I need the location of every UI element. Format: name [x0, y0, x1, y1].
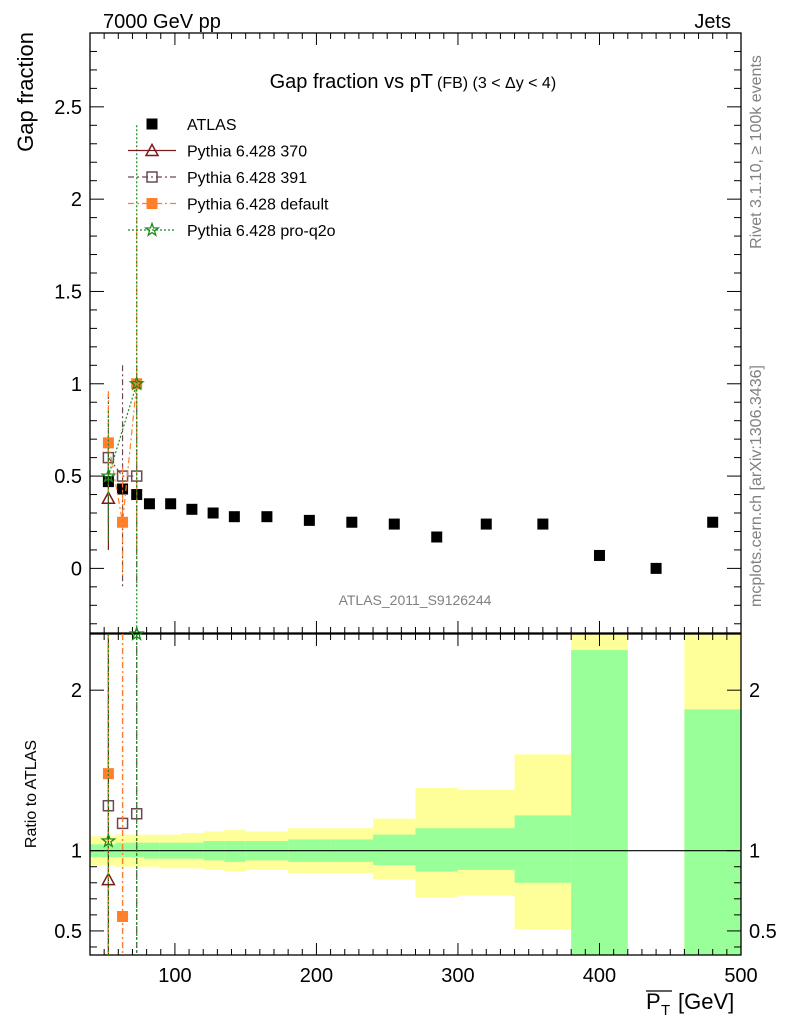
legend-marker: [144, 142, 160, 157]
header-right: Jets: [694, 11, 731, 33]
data-point: [117, 483, 129, 495]
header-left: 7000 GeV pp: [103, 11, 221, 33]
y-tick-label: 2: [71, 189, 82, 211]
ratio-y-tick-label: 2: [71, 680, 82, 702]
main-title: Gap fraction vs pT: [270, 71, 433, 93]
band-inner: [224, 841, 246, 862]
band-inner: [457, 828, 515, 870]
watermark: ATLAS_2011_S9126244: [339, 592, 492, 608]
band-inner: [571, 650, 628, 955]
y-tick-label: 1: [71, 374, 82, 396]
legend-label: ATLAS: [187, 117, 237, 134]
data-point: [207, 507, 219, 519]
legend-label: Pythia 6.428 391: [187, 170, 307, 187]
data-point: [388, 518, 400, 530]
data-point: [186, 503, 198, 515]
data-point: [537, 518, 549, 530]
y-tick-label: 0: [71, 558, 82, 580]
xlabel-group: P T [GeV]: [646, 989, 734, 1019]
data-point: [431, 531, 443, 543]
main-title-extra: (FB) (3 < Δy < 4): [437, 75, 556, 92]
data-point: [101, 490, 116, 504]
plot-layer: 100 200 300 400 500 0 0.5 1 1.5 2 2.5 0.5 0.5 1 1 2 2 ATL…: [54, 32, 777, 987]
ratio-series-1: [107, 634, 138, 955]
data-point: [165, 498, 177, 510]
ratio-series-2: [107, 634, 124, 955]
series-line: [107, 383, 138, 477]
main-ylabel: Gap fraction: [13, 32, 38, 152]
y-tick-label: 1.5: [54, 281, 82, 303]
x-tick-label: 500: [724, 965, 757, 987]
band-inner: [373, 834, 416, 866]
ratio-y-tick-label-right: 0.5: [749, 921, 777, 943]
ratio-y-tick-label: 0.5: [54, 921, 82, 943]
xlabel-sub: T: [661, 1002, 670, 1019]
ratio-series-3: [107, 634, 138, 955]
x-tick-label: 400: [583, 965, 616, 987]
data-point: [707, 516, 719, 528]
data-point: [100, 467, 117, 483]
ratio-y-tick-label-right: 2: [749, 680, 760, 702]
data-point: [117, 516, 129, 528]
y-tick-label: 0.5: [54, 466, 82, 488]
data-point: [480, 518, 492, 530]
legend-label: Pythia 6.428 pro-q2o: [187, 223, 336, 240]
legend: ATLAS Pythia 6.428 370 Pythia 6.428 391 Pyt…: [128, 117, 336, 240]
legend-label: Pythia 6.428 370: [187, 144, 307, 161]
legend-marker: [146, 198, 158, 209]
data-point: [650, 562, 662, 574]
ratio-point: [101, 871, 116, 886]
legend-label: Pythia 6.428 default: [187, 197, 329, 214]
legend-marker: [146, 118, 158, 130]
data-point: [102, 437, 114, 449]
legend-marker: [143, 221, 161, 237]
ratio-point: [128, 625, 145, 641]
x-tick-label: 200: [300, 965, 333, 987]
data-point: [593, 549, 605, 561]
ratio-y-tick-label-right: 1: [749, 841, 760, 863]
data-point: [346, 516, 358, 528]
data-point: [143, 498, 155, 510]
mcplots-label: mcplots.cern.ch [arXiv:1306.3436]: [748, 365, 765, 607]
series-0: [107, 476, 714, 573]
ratio-y-tick-label: 1: [71, 841, 82, 863]
ratio-point: [117, 910, 129, 922]
xlabel-p: P: [646, 989, 661, 1014]
x-tick-label: 100: [158, 965, 191, 987]
xlabel-unit: [GeV]: [678, 989, 734, 1014]
band-inner: [514, 815, 572, 883]
rivet-label: Rivet 3.1.10, ≥ 100k events: [748, 55, 765, 249]
ratio-point: [100, 832, 117, 848]
band-inner: [415, 828, 458, 872]
ratio-ylabel: Ratio to ATLAS: [23, 740, 40, 848]
data-point: [128, 375, 145, 391]
y-tick-label: 2.5: [54, 97, 82, 119]
data-point: [303, 514, 315, 526]
ratio-point: [102, 768, 114, 780]
data-point: [228, 511, 240, 523]
x-tick-label: 300: [441, 965, 474, 987]
band-inner: [684, 709, 741, 955]
legend-marker: [146, 171, 158, 183]
data-point: [261, 511, 273, 523]
